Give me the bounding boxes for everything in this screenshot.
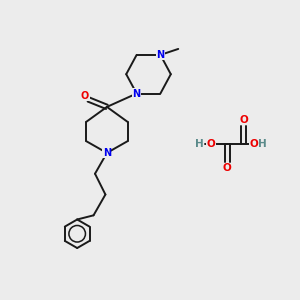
Text: O: O [250,139,258,149]
Text: O: O [207,139,215,149]
Text: H: H [258,139,267,149]
Text: N: N [103,148,111,158]
Text: N: N [133,88,141,98]
Text: O: O [239,115,248,125]
Text: O: O [223,164,232,173]
Text: O: O [81,91,89,101]
Text: N: N [156,50,164,60]
Text: H: H [195,139,203,149]
